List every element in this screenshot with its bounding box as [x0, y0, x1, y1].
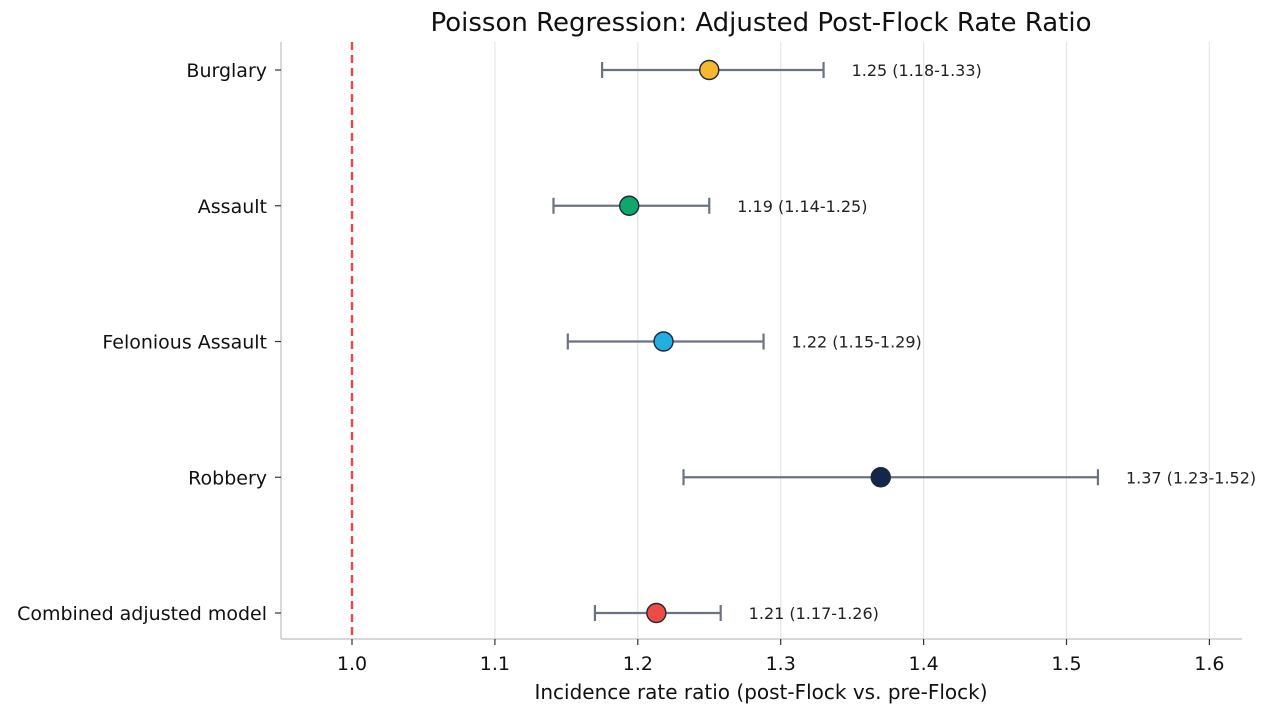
- estimate-annotation: 1.22 (1.15-1.29): [792, 333, 922, 352]
- point-estimate: [646, 602, 667, 624]
- grid-lines: [494, 42, 1211, 639]
- estimate-annotations: 1.25 (1.18-1.33) 1.19 (1.14-1.25) 1.22 (1.…: [737, 61, 1256, 623]
- x-tick-label: 1.2: [623, 653, 653, 675]
- y-tick-label: Robbery: [188, 467, 267, 489]
- point-estimate: [699, 59, 720, 81]
- x-axis-ticks: 1.0 1.1 1.2 1.3 1.4 1.5 1.6: [337, 639, 1225, 675]
- y-tick-label: Combined adjusted model: [17, 603, 267, 625]
- y-axis-ticks: Burglary Assault Felonious Assault Robbery C…: [17, 60, 281, 625]
- x-tick-label: 1.6: [1194, 653, 1224, 675]
- y-tick-label: Assault: [198, 196, 267, 218]
- x-tick-label: 1.1: [480, 653, 510, 675]
- point-estimate: [653, 331, 674, 352]
- chart-title: Poisson Regression: Adjusted Post-Flock …: [430, 8, 1091, 38]
- estimate-annotation: 1.25 (1.18-1.33): [852, 61, 982, 80]
- x-tick-label: 1.4: [908, 653, 938, 675]
- x-axis-label: Incidence rate ratio (post-Flock vs. pre…: [534, 680, 987, 704]
- estimate-annotation: 1.19 (1.14-1.25): [737, 197, 867, 216]
- y-tick-label: Felonious Assault: [102, 332, 267, 354]
- y-tick-label: Burglary: [186, 60, 267, 82]
- point-estimate: [870, 467, 891, 488]
- axes-spines: [280, 42, 1242, 640]
- x-tick-label: 1.3: [766, 653, 796, 675]
- x-tick-label: 1.0: [337, 653, 367, 675]
- x-tick-label: 1.5: [1051, 653, 1081, 675]
- point-estimate: [619, 195, 640, 216]
- estimate-annotation: 1.37 (1.23-1.52): [1126, 468, 1256, 487]
- estimate-annotation: 1.21 (1.17-1.26): [749, 604, 879, 623]
- point-estimates: [619, 59, 891, 624]
